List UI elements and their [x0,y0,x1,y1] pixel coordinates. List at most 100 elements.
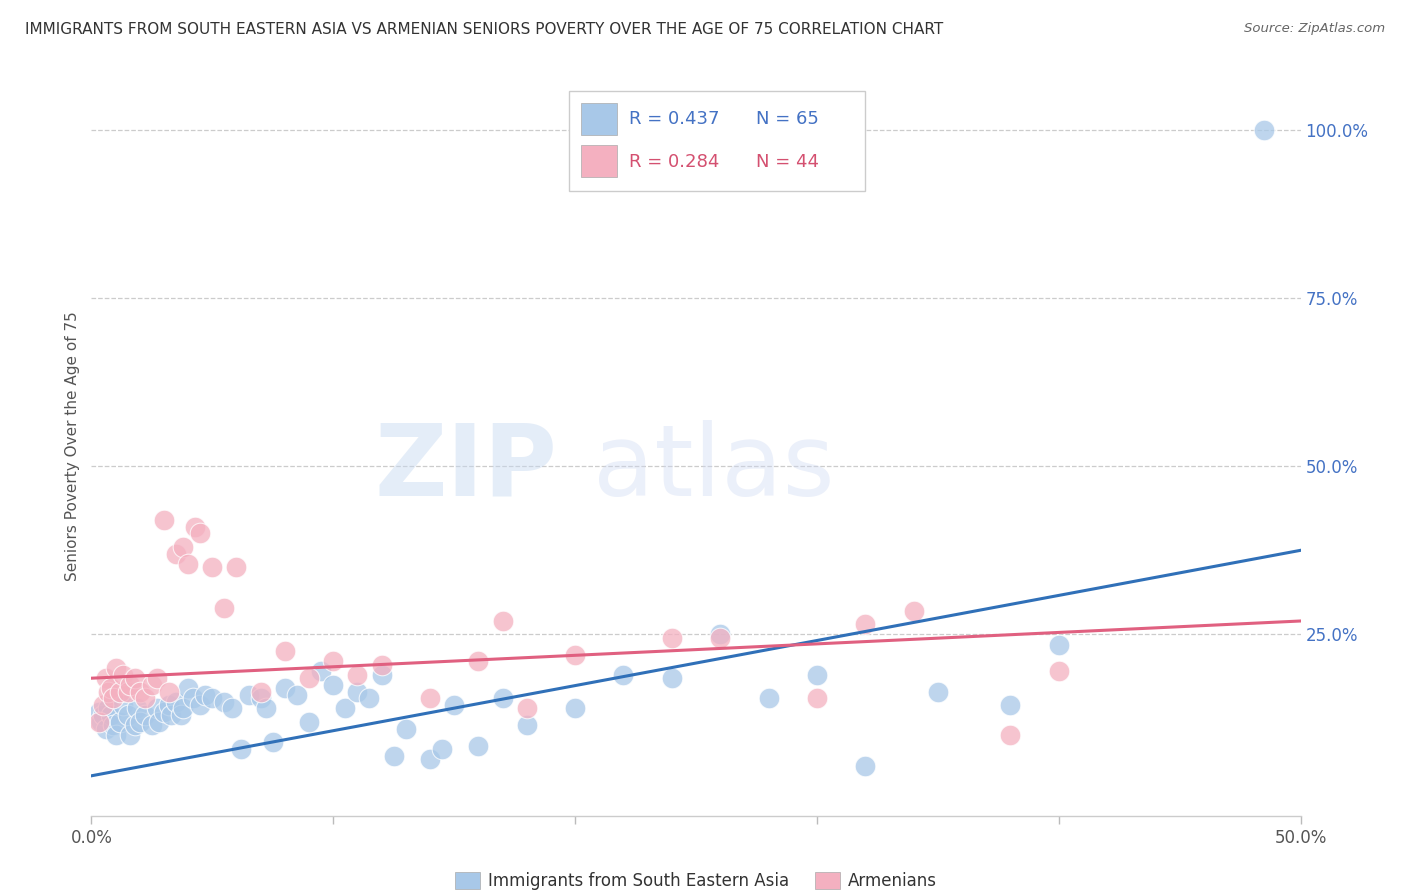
Point [903,604,925,618]
Point [120,678,142,692]
Point [153,705,176,719]
Point [564,701,586,715]
Point [100,708,122,723]
Point [285,688,308,702]
Point [127,701,149,715]
Y-axis label: Seniors Poverty Over the Age of 75: Seniors Poverty Over the Age of 75 [65,311,80,581]
Point [274,681,297,696]
Point [117,684,139,698]
Point [1047,665,1070,679]
Point [177,557,200,571]
Point [194,688,217,702]
Point [134,708,156,723]
Point [100,681,122,696]
Point [145,671,167,685]
Point [249,684,271,698]
Point [309,665,332,679]
Point [94,671,117,685]
Point [335,701,357,715]
Point [758,691,780,706]
Point [214,600,236,615]
Point [249,691,271,706]
Point [806,691,828,706]
Point [221,701,243,715]
Point [184,520,207,534]
Point [661,671,683,685]
Point [145,701,167,715]
Point [661,631,683,645]
Point [170,708,193,723]
Point [141,678,163,692]
Point [322,678,344,692]
Point [262,735,284,749]
Bar [581,103,617,135]
Point [430,742,453,756]
Point [419,752,441,766]
Point [516,718,538,732]
Point [201,560,224,574]
Point [104,661,127,675]
Text: N = 44: N = 44 [756,153,820,170]
Point [491,691,513,706]
Point [153,513,176,527]
Text: IMMIGRANTS FROM SOUTH EASTERN ASIA VS ARMENIAN SENIORS POVERTY OVER THE AGE OF 7: IMMIGRANTS FROM SOUTH EASTERN ASIA VS AR… [25,22,943,37]
Point [516,701,538,715]
Point [188,526,211,541]
Point [124,671,146,685]
Point [491,614,513,628]
Text: atlas: atlas [593,420,835,516]
Point [128,714,150,729]
Point [443,698,465,712]
Point [1000,728,1022,742]
Point [370,668,392,682]
Point [181,691,204,706]
Point [709,631,731,645]
Point [395,722,418,736]
Point [97,684,120,698]
Point [93,698,115,712]
Point [853,617,876,632]
Point [128,684,150,698]
Point [101,691,124,706]
Point [225,560,247,574]
Point [111,698,134,712]
Point [110,684,132,698]
Point [172,540,194,554]
Point [160,708,183,723]
Point [467,654,489,668]
Point [298,714,321,729]
Point [134,691,156,706]
Point [238,688,260,702]
Point [165,695,187,709]
Point [231,742,253,756]
Point [177,681,200,696]
Point [87,705,110,719]
Point [382,748,405,763]
Point [90,714,112,729]
Point [612,668,634,682]
Bar [581,145,617,178]
Point [157,684,180,698]
Point [117,708,139,723]
Point [87,714,110,729]
Point [346,684,368,698]
Point [370,657,392,672]
Point [201,691,224,706]
Point [806,668,828,682]
Point [853,758,876,772]
Point [1000,698,1022,712]
Point [419,691,441,706]
Point [94,722,117,736]
Legend: Immigrants from South Eastern Asia, Armenians: Immigrants from South Eastern Asia, Arme… [449,865,943,892]
Text: R = 0.284: R = 0.284 [630,153,720,170]
Point [214,695,236,709]
Text: Source: ZipAtlas.com: Source: ZipAtlas.com [1244,22,1385,36]
Point [927,684,949,698]
Point [254,701,277,715]
Point [110,714,132,729]
Point [172,701,194,715]
Point [165,547,187,561]
Point [298,671,321,685]
Point [467,739,489,753]
Point [346,668,368,682]
